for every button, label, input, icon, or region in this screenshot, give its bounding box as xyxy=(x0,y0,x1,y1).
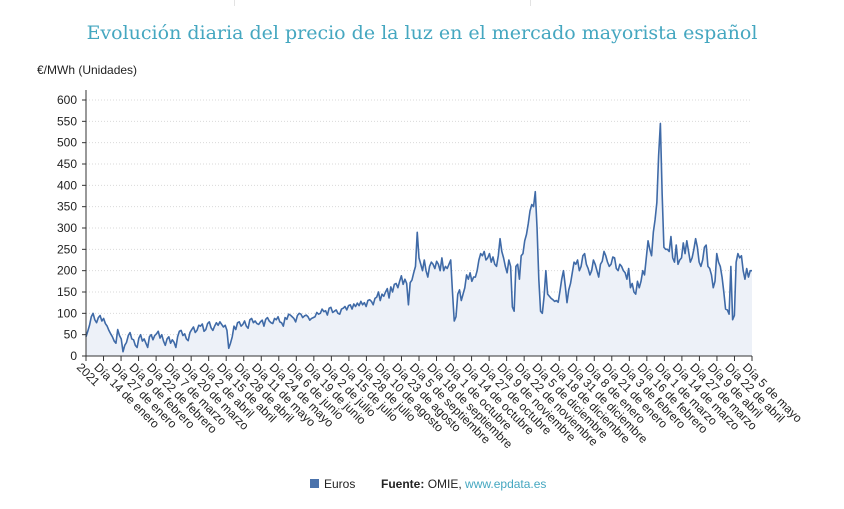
y-tick-label: 400 xyxy=(57,178,77,192)
y-tick-label: 200 xyxy=(57,264,77,278)
y-tick-label: 450 xyxy=(57,157,77,171)
y-tick-label: 0 xyxy=(70,349,77,363)
y-tick-label: 150 xyxy=(57,285,77,299)
y-axis-ticks: 0 50 100 150 200 250 300 350 400 450 500 550 600 xyxy=(57,93,86,363)
y-axis-unit-label: €/MWh (Unidades) xyxy=(37,63,138,77)
source-note: Fuente: OMIE, www.epdata.es xyxy=(381,477,546,491)
y-tick-label: 300 xyxy=(57,221,77,235)
source-label: Fuente: xyxy=(381,477,425,491)
chart-title: Evolución diaria del precio de la luz en… xyxy=(86,22,758,44)
legend-label-euros: Euros xyxy=(324,477,356,491)
top-divider xyxy=(530,0,531,6)
series-area-fill xyxy=(86,123,752,356)
y-tick-label: 350 xyxy=(57,200,77,214)
source-text: OMIE, xyxy=(427,477,462,491)
y-tick-label: 500 xyxy=(57,136,77,150)
y-tick-label: 550 xyxy=(57,114,77,128)
series-line-euros xyxy=(85,122,752,353)
legend-swatch-euros xyxy=(310,479,319,488)
top-divider xyxy=(234,0,235,6)
source-link[interactable]: www.epdata.es xyxy=(465,477,547,491)
y-tick-label: 100 xyxy=(57,306,77,320)
y-tick-label: 50 xyxy=(64,328,78,342)
y-tick-label: 250 xyxy=(57,242,77,256)
y-tick-label: 600 xyxy=(57,93,77,107)
